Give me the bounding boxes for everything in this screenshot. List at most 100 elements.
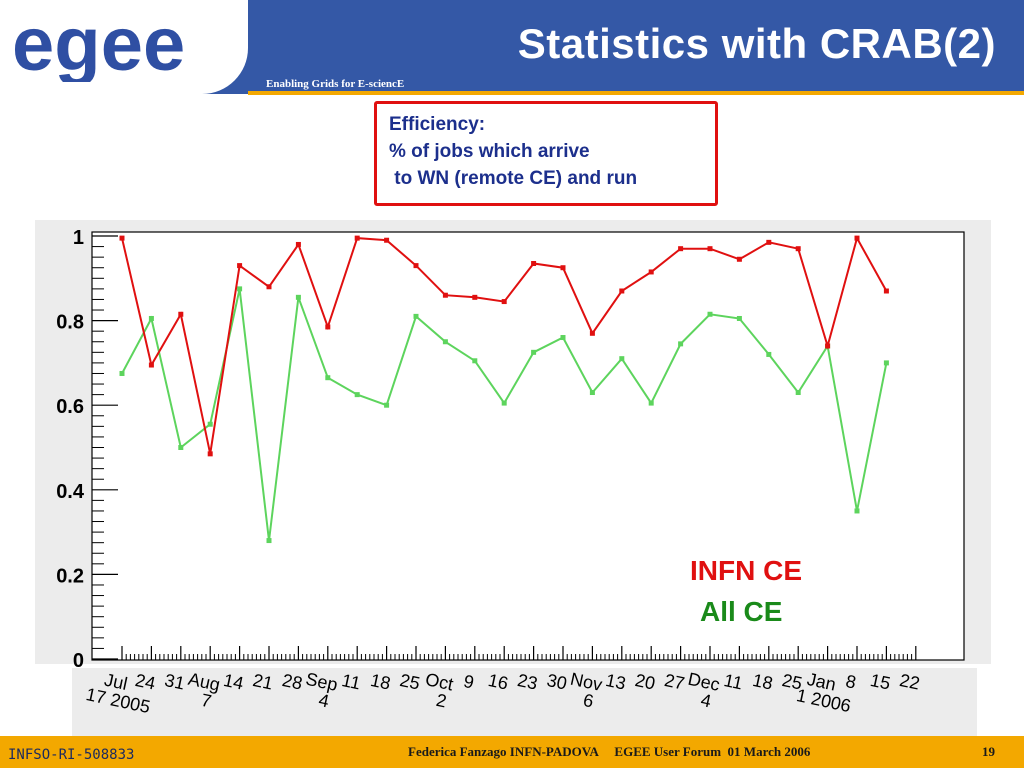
x-tick-label-group: 13 (604, 670, 628, 694)
series-0-point (560, 265, 566, 271)
header-divider (248, 91, 1024, 95)
series-0-point (148, 362, 154, 368)
series-1-point (354, 392, 360, 398)
series-1-point (384, 402, 390, 408)
series-0-point (501, 299, 507, 305)
series-0-point (825, 343, 831, 349)
tagline: Enabling Grids for E-sciencE (266, 78, 405, 90)
series-0-point (442, 292, 448, 298)
x-tick-sublabel: 2 (434, 690, 448, 712)
series-1-point (413, 313, 419, 319)
series-1-point (178, 445, 184, 450)
series-0-point (237, 263, 243, 269)
series-layer (119, 235, 889, 544)
series-0-point (648, 269, 654, 275)
series-1-point (707, 311, 713, 317)
x-tick-label-group: 30 (545, 670, 569, 694)
series-0-point (472, 294, 478, 300)
series-0-point (883, 288, 889, 294)
x-tick-label: 24 (133, 670, 157, 694)
x-tick-label: 14 (222, 670, 246, 694)
x-tick-label: 18 (751, 670, 775, 694)
x-tick-label: 25 (780, 670, 804, 694)
note-line-2: % of jobs which arrive (389, 141, 590, 162)
x-tick-label-group: 24 (133, 670, 157, 694)
series-0-point (325, 324, 331, 330)
series-0-point (619, 288, 625, 294)
x-tick-label-group: 23 (516, 670, 540, 694)
series-0-point (795, 246, 801, 252)
note-line-1: Efficiency: (389, 114, 486, 135)
y-tick-label: 0.8 (56, 312, 84, 334)
x-tick-label-group: 25 (780, 670, 804, 694)
series-1-point (472, 358, 478, 364)
series-1-point (854, 508, 860, 514)
x-tick-label: 21 (251, 670, 275, 694)
x-tick-label-group: 28 (280, 670, 304, 694)
series-1-point (795, 390, 801, 396)
series-1-point (560, 335, 566, 341)
x-tick-label: 16 (486, 670, 510, 694)
x-tick-sublabel: 7 (199, 690, 213, 712)
series-1-point (736, 315, 742, 321)
series-0-point (736, 256, 742, 262)
x-tick-label: 27 (663, 670, 687, 694)
y-tick-label: 0.4 (56, 481, 85, 503)
x-tick-label-group: 18 (369, 670, 393, 694)
plot-frame (91, 231, 965, 661)
series-1-point (883, 360, 889, 366)
x-tick-label-group: 14 (222, 670, 246, 694)
series-0-point (178, 311, 184, 317)
series-1-point (501, 400, 507, 406)
y-minor-ticks (92, 246, 104, 649)
series-1-point (531, 349, 537, 355)
x-tick-label: 25 (398, 670, 422, 694)
series-0-point (413, 263, 419, 269)
x-tick-label: 15 (868, 670, 892, 694)
series-1-point (442, 339, 448, 345)
series-1-point (237, 286, 243, 292)
series-0-point (531, 260, 537, 266)
x-axis-label-band (72, 668, 977, 736)
logo-panel: egee (0, 0, 248, 94)
series-0-point (589, 330, 595, 336)
x-tick-label-group: 31 (163, 670, 187, 694)
series-1-point (678, 341, 684, 347)
x-tick-label-group: 21 (251, 670, 275, 694)
series-0-point (266, 284, 272, 290)
x-tick-label-group: 22 (898, 670, 922, 694)
x-tick-label: Jul (103, 670, 130, 694)
series-1-point (148, 315, 154, 321)
x-tick-label-group: 18 (751, 670, 775, 694)
x-tick-label: 28 (280, 670, 304, 694)
x-tick-label: 30 (545, 670, 569, 694)
x-tick-sublabel: 6 (581, 690, 595, 712)
series-1-point (266, 538, 272, 544)
slide-title: Statistics with CRAB(2) (517, 20, 996, 67)
egee-logo: egee (12, 8, 185, 82)
series-1-point (207, 421, 213, 427)
logo-text: egee (12, 8, 185, 82)
legend-all-ce: All CE (700, 596, 782, 627)
series-0-point (707, 246, 713, 252)
y-axis: 0 0.2 0.4 0.6 0.8 1 (56, 227, 118, 672)
series-0-point (384, 237, 390, 243)
x-tick-label: 18 (369, 670, 393, 694)
x-tick-label: 9 (462, 671, 476, 693)
series-1-point (766, 351, 772, 357)
series-1-point (325, 375, 331, 381)
x-tick-label-group: 15 (868, 670, 892, 694)
series-0-point (354, 235, 360, 241)
series-0-point (854, 235, 860, 241)
y-tick-label: 0 (73, 650, 84, 672)
x-tick-label-group: 9 (462, 671, 476, 693)
x-tick-label-group: 27 (663, 670, 687, 694)
efficiency-note: Efficiency: % of jobs which arrive to WN… (374, 101, 718, 206)
legend-infn-ce: INFN CE (690, 555, 802, 586)
footer-credit: Federica Fanzago INFN-PADOVA EGEE User F… (408, 744, 811, 759)
series-1-point (589, 390, 595, 396)
series-1-point (648, 400, 654, 406)
y-tick-label: 0.6 (56, 396, 84, 418)
